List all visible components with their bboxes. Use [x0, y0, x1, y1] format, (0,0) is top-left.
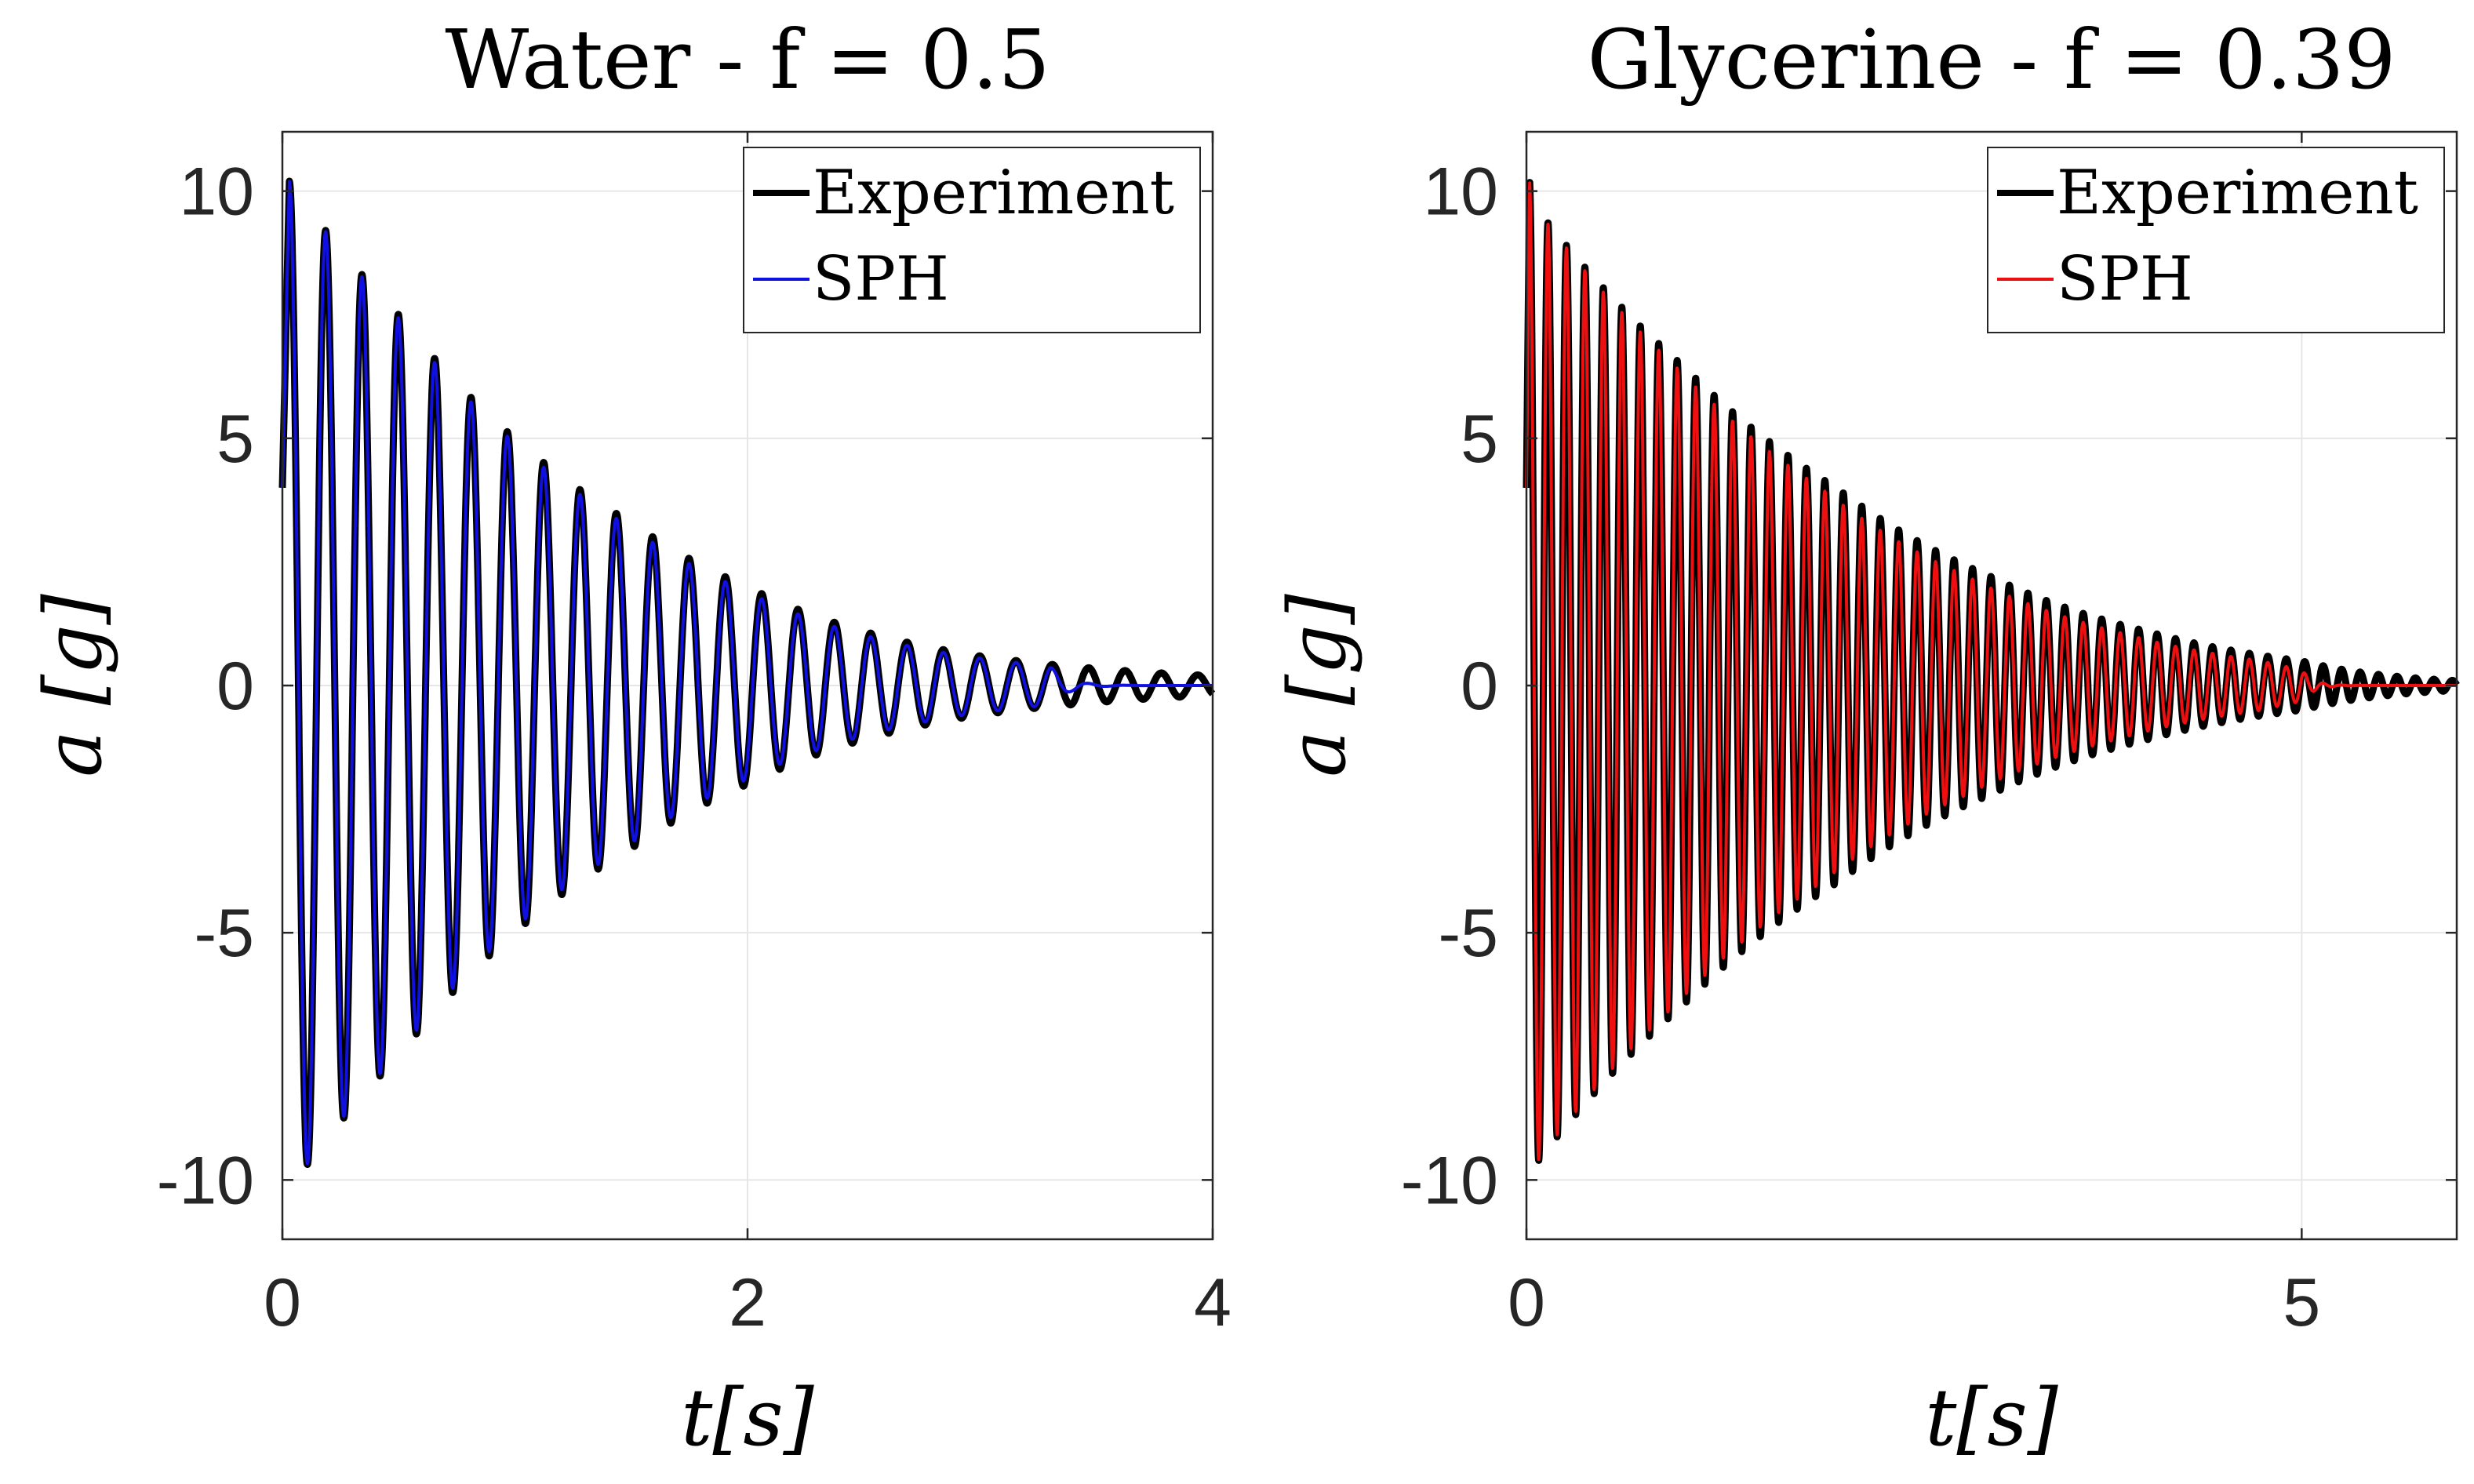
y-tick-label: 5 — [216, 402, 254, 477]
x-tick-label: 0 — [1508, 1265, 1545, 1340]
y-axis-label: a [g] — [27, 593, 119, 777]
legend-label-experiment: Experiment — [2057, 158, 2418, 228]
y-axis-label: a [g] — [1272, 593, 1363, 777]
x-tick-label: 4 — [1194, 1265, 1232, 1340]
legend-box — [1987, 147, 2445, 333]
series-lines — [278, 177, 1217, 1168]
x-tick-label: 2 — [729, 1265, 766, 1340]
y-tick-label: -10 — [1401, 1143, 1498, 1218]
y-tick-label: -5 — [1439, 896, 1498, 971]
x-axis-label: t[s] — [1925, 1372, 2059, 1464]
y-tick-label: 0 — [216, 649, 254, 724]
legend-label-sph: SPH — [2057, 244, 2193, 315]
x-tick-label: 5 — [2283, 1265, 2320, 1340]
legend-label-experiment: Experiment — [813, 158, 1174, 228]
y-tick-label: -5 — [195, 896, 254, 971]
y-tick-label: 5 — [1461, 402, 1498, 477]
sph-series-line — [1525, 181, 2458, 1162]
sph-series-line — [281, 180, 1214, 1166]
chart-title: Glycerine - f = 0.39 — [1588, 12, 2396, 107]
chart-title: Water - f = 0.5 — [445, 12, 1050, 107]
legend: Experiment SPH — [743, 147, 1201, 333]
series-lines — [1523, 179, 2461, 1164]
x-tick-label: 0 — [264, 1265, 301, 1340]
y-tick-label: 10 — [1423, 155, 1498, 230]
legend-label-sph: SPH — [813, 244, 949, 315]
y-axis-label-text: a [g] — [1272, 593, 1363, 777]
y-tick-label: 10 — [179, 155, 254, 230]
y-axis-label-text: a [g] — [27, 593, 119, 777]
x-axis-label: t[s] — [681, 1372, 815, 1464]
legend: Experiment SPH — [1987, 147, 2445, 333]
legend-box — [743, 147, 1201, 333]
y-tick-label: -10 — [157, 1143, 254, 1218]
y-tick-label: 0 — [1461, 649, 1498, 724]
